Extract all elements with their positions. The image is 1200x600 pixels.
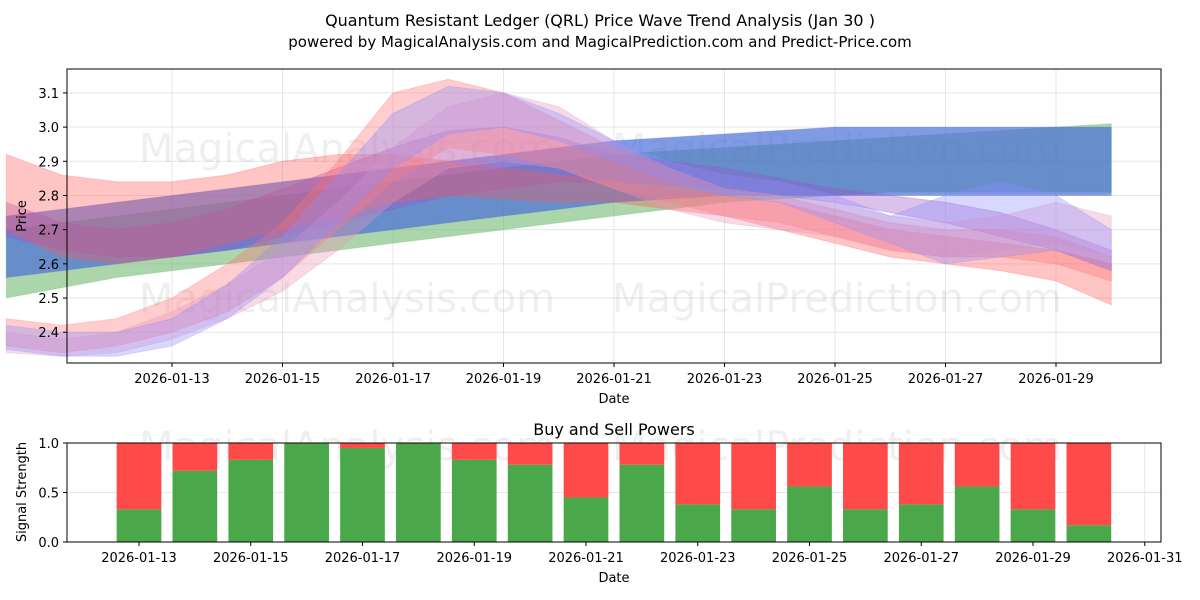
sell-bar xyxy=(507,443,553,465)
price-x-tick-label: 2026-01-21 xyxy=(576,372,652,387)
price-y-axis-label: Price xyxy=(15,200,30,232)
price-bands xyxy=(5,78,1112,357)
sell-bar xyxy=(563,443,609,498)
price-band-red-band-B xyxy=(5,78,1112,354)
buy-bar xyxy=(843,509,888,542)
signal-x-tick-label: 2026-01-27 xyxy=(883,551,959,566)
buy-bar xyxy=(172,470,218,542)
sell-bar xyxy=(116,443,162,510)
signal-y-tick-label: 0.0 xyxy=(38,536,59,551)
price-y-tick-label: 2.6 xyxy=(38,258,59,273)
price-x-tick-label: 2026-01-27 xyxy=(908,372,984,387)
sell-bar xyxy=(619,443,665,465)
buy-bar xyxy=(451,459,497,542)
signal-y-axis-label: Signal Strength xyxy=(15,442,30,542)
signal-y-tick-label: 0.5 xyxy=(38,487,59,502)
signal-x-tick-label: 2026-01-21 xyxy=(548,551,624,566)
buy-bar xyxy=(898,504,944,542)
signal-x-tick-label: 2026-01-15 xyxy=(213,551,289,566)
price-band-pink-band xyxy=(5,92,1112,357)
price-band-red-band-A xyxy=(5,153,1112,306)
buy-bar xyxy=(116,509,162,542)
price-x-tick-label: 2026-01-23 xyxy=(687,372,763,387)
price-wave-panel: MagicalAnalysis.com MagicalPrediction.co… xyxy=(5,68,1162,407)
sell-bar xyxy=(1066,443,1112,526)
chart-subtitle: powered by MagicalAnalysis.com and Magic… xyxy=(288,33,912,51)
signal-x-tick-label: 2026-01-23 xyxy=(660,551,736,566)
watermark-analysis-2: MagicalAnalysis.com xyxy=(139,276,555,322)
price-y-tick-label: 3.1 xyxy=(38,87,59,102)
buy-bar xyxy=(228,459,274,542)
buy-bar xyxy=(954,486,1000,542)
signal-x-tick-label: 2026-01-31 xyxy=(1107,551,1183,566)
buy-sell-title: Buy and Sell Powers xyxy=(533,420,695,439)
chart-title: Quantum Resistant Ledger (QRL) Price Wav… xyxy=(325,11,875,30)
sell-bar xyxy=(898,443,944,505)
buy-bar xyxy=(731,509,776,542)
signal-x-axis-label: Date xyxy=(598,571,629,586)
buy-bar xyxy=(340,447,385,542)
sell-bar xyxy=(787,443,832,487)
sell-bar xyxy=(843,443,888,510)
price-x-tick-label: 2026-01-15 xyxy=(245,372,321,387)
buy-bar xyxy=(675,504,721,542)
price-y-tick-label: 2.5 xyxy=(38,292,59,307)
signal-x-tick-label: 2026-01-29 xyxy=(995,551,1071,566)
signal-x-tick-label: 2026-01-13 xyxy=(101,551,177,566)
price-x-ticks: 2026-01-13 2026-01-15 2026-01-17 2026-01-19… xyxy=(134,363,1094,387)
sell-bar xyxy=(340,443,385,448)
signal-x-ticks: 2026-01-13 2026-01-15 2026-01-17 2026-01-19… xyxy=(101,542,1183,566)
signal-bars xyxy=(116,443,1112,542)
sell-bar xyxy=(954,443,1000,487)
signal-x-tick-label: 2026-01-19 xyxy=(436,551,512,566)
sell-bar xyxy=(172,443,218,471)
price-band-purple-band xyxy=(5,126,1112,272)
price-x-tick-label: 2026-01-19 xyxy=(466,372,542,387)
sell-bar xyxy=(451,443,497,460)
price-y-tick-label: 2.9 xyxy=(38,155,59,170)
signal-x-tick-label: 2026-01-25 xyxy=(772,551,848,566)
sell-bar xyxy=(731,443,776,510)
price-band-blue-band xyxy=(5,126,1112,279)
price-y-tick-label: 3.0 xyxy=(38,121,59,136)
buy-bar xyxy=(1010,509,1056,542)
sell-bar xyxy=(1010,443,1056,510)
price-x-tick-label: 2026-01-13 xyxy=(134,372,210,387)
price-y-ticks: 2.4 2.5 2.6 2.7 2.8 2.9 3.0 3.1 xyxy=(38,87,67,341)
sell-bar xyxy=(675,443,721,505)
buy-sell-panel: Buy and Sell Powers MagicalAnalysis.com … xyxy=(15,420,1183,586)
buy-bar xyxy=(563,497,609,542)
signal-y-ticks: 0.0 0.5 1.0 xyxy=(38,437,67,551)
buy-bar xyxy=(619,464,665,542)
price-band-light-blue-band xyxy=(5,85,1112,357)
buy-bar xyxy=(787,486,832,542)
price-y-tick-label: 2.8 xyxy=(38,189,59,204)
sell-bar xyxy=(228,443,274,460)
signal-x-tick-label: 2026-01-17 xyxy=(325,551,401,566)
buy-bar xyxy=(507,464,553,542)
price-x-axis-label: Date xyxy=(598,392,629,407)
price-y-tick-label: 2.7 xyxy=(38,224,59,239)
price-x-tick-label: 2026-01-25 xyxy=(797,372,873,387)
buy-bar xyxy=(284,443,329,542)
signal-y-tick-label: 1.0 xyxy=(38,437,59,452)
watermark-prediction-2: MagicalPrediction.com xyxy=(612,276,1062,322)
buy-bar xyxy=(396,443,441,542)
price-y-tick-label: 2.4 xyxy=(38,326,59,341)
price-x-tick-label: 2026-01-29 xyxy=(1018,372,1094,387)
buy-bar xyxy=(1066,525,1112,542)
price-x-tick-label: 2026-01-17 xyxy=(355,372,431,387)
